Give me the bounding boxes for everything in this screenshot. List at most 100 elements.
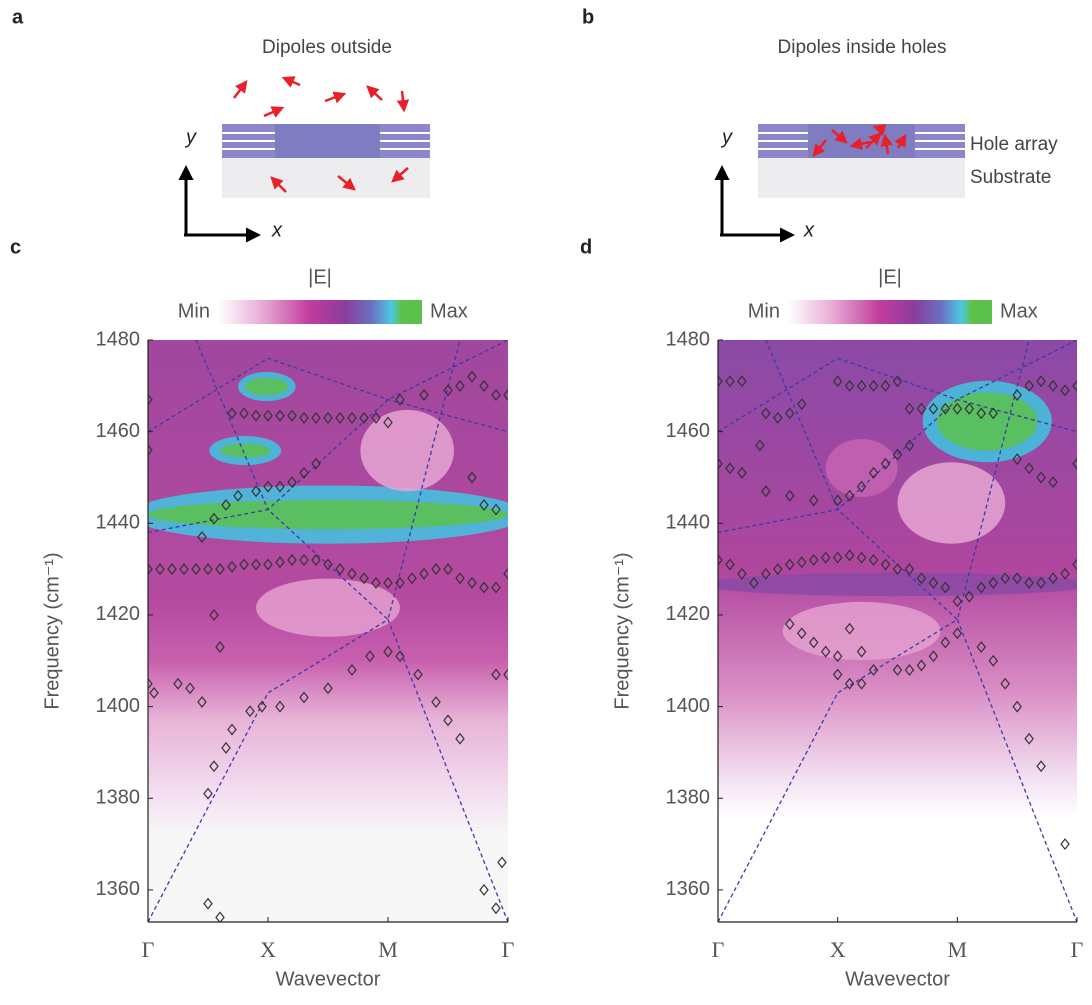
marker — [395, 393, 405, 406]
marker — [275, 480, 285, 493]
marker — [167, 563, 177, 576]
marker — [149, 686, 159, 699]
marker — [467, 471, 477, 484]
marker — [365, 650, 375, 663]
marker — [940, 581, 951, 594]
marker — [820, 551, 831, 564]
marker — [1060, 838, 1070, 851]
guide-line — [148, 340, 461, 621]
marker — [964, 402, 975, 415]
marker — [443, 714, 453, 727]
marker — [988, 407, 999, 420]
marker — [1024, 576, 1034, 589]
panel-title: Dipoles inside holes — [778, 37, 947, 58]
y-tick-label: 1400 — [96, 695, 141, 717]
marker — [311, 457, 321, 470]
guide-line — [718, 618, 1077, 922]
marker — [1012, 700, 1022, 713]
marker — [880, 558, 891, 571]
y-tick-label: 1360 — [96, 878, 141, 900]
marker — [1012, 572, 1022, 585]
marker — [479, 499, 489, 511]
marker — [323, 682, 333, 695]
colorbar — [788, 300, 992, 324]
marker — [808, 636, 819, 649]
marker — [904, 439, 915, 452]
y-tick-label: 1380 — [666, 787, 711, 809]
marker — [215, 641, 225, 653]
y-tick-label: 1460 — [96, 420, 141, 442]
marker — [455, 379, 465, 392]
marker — [1000, 677, 1010, 690]
marker — [868, 554, 879, 566]
marker — [203, 897, 213, 910]
marker — [479, 581, 489, 594]
marker — [844, 549, 855, 562]
marker — [904, 563, 915, 576]
marker — [832, 375, 843, 388]
marker — [832, 650, 843, 663]
marker — [491, 503, 501, 516]
marker — [155, 563, 165, 576]
marker — [227, 560, 237, 573]
x-tick-label: M — [378, 937, 398, 962]
marker — [359, 572, 369, 585]
field-region — [936, 392, 1038, 451]
marker — [371, 576, 381, 589]
x-tick-label: Γ — [502, 937, 515, 962]
marker — [952, 595, 963, 608]
marker — [148, 393, 153, 406]
marker — [148, 444, 153, 456]
marker — [940, 402, 951, 415]
marker — [323, 558, 333, 571]
marker — [359, 411, 369, 424]
marker — [215, 911, 225, 922]
marker — [856, 551, 867, 564]
marker — [209, 609, 219, 621]
marker — [808, 494, 819, 507]
marker — [191, 563, 201, 576]
marker — [497, 856, 507, 869]
guide-line — [195, 340, 508, 511]
marker — [976, 581, 987, 594]
marker — [1036, 760, 1046, 773]
marker — [275, 556, 285, 569]
marker — [1036, 576, 1046, 589]
marker — [347, 663, 357, 676]
marker — [856, 645, 867, 658]
panel-label: a — [12, 6, 24, 28]
marker — [808, 554, 819, 566]
axis-label: x — [271, 219, 283, 241]
marker — [347, 411, 357, 424]
y-axis-label: Frequency (cm⁻¹) — [41, 552, 63, 709]
marker — [503, 668, 508, 681]
field-region — [256, 578, 400, 637]
marker — [1024, 379, 1034, 392]
colorbar-min: Min — [178, 300, 210, 322]
marker — [251, 485, 261, 498]
marker — [832, 494, 843, 507]
marker — [868, 663, 879, 676]
marker — [1000, 572, 1010, 585]
marker — [1072, 457, 1077, 470]
marker — [904, 402, 915, 415]
marker — [311, 411, 321, 424]
marker — [287, 476, 297, 489]
colorbar — [218, 300, 422, 324]
marker — [251, 558, 261, 571]
marker — [1060, 567, 1070, 580]
y-tick-label: 1480 — [96, 328, 141, 350]
marker — [737, 567, 747, 580]
marker — [749, 576, 759, 589]
marker — [491, 581, 501, 594]
marker — [725, 462, 735, 475]
marker — [233, 489, 243, 502]
marker — [287, 554, 297, 566]
marker — [215, 563, 225, 576]
y-tick-label: 1460 — [666, 420, 711, 442]
marker — [419, 389, 429, 401]
marker — [832, 668, 843, 681]
marker — [820, 645, 831, 658]
guide-line — [765, 340, 1077, 511]
